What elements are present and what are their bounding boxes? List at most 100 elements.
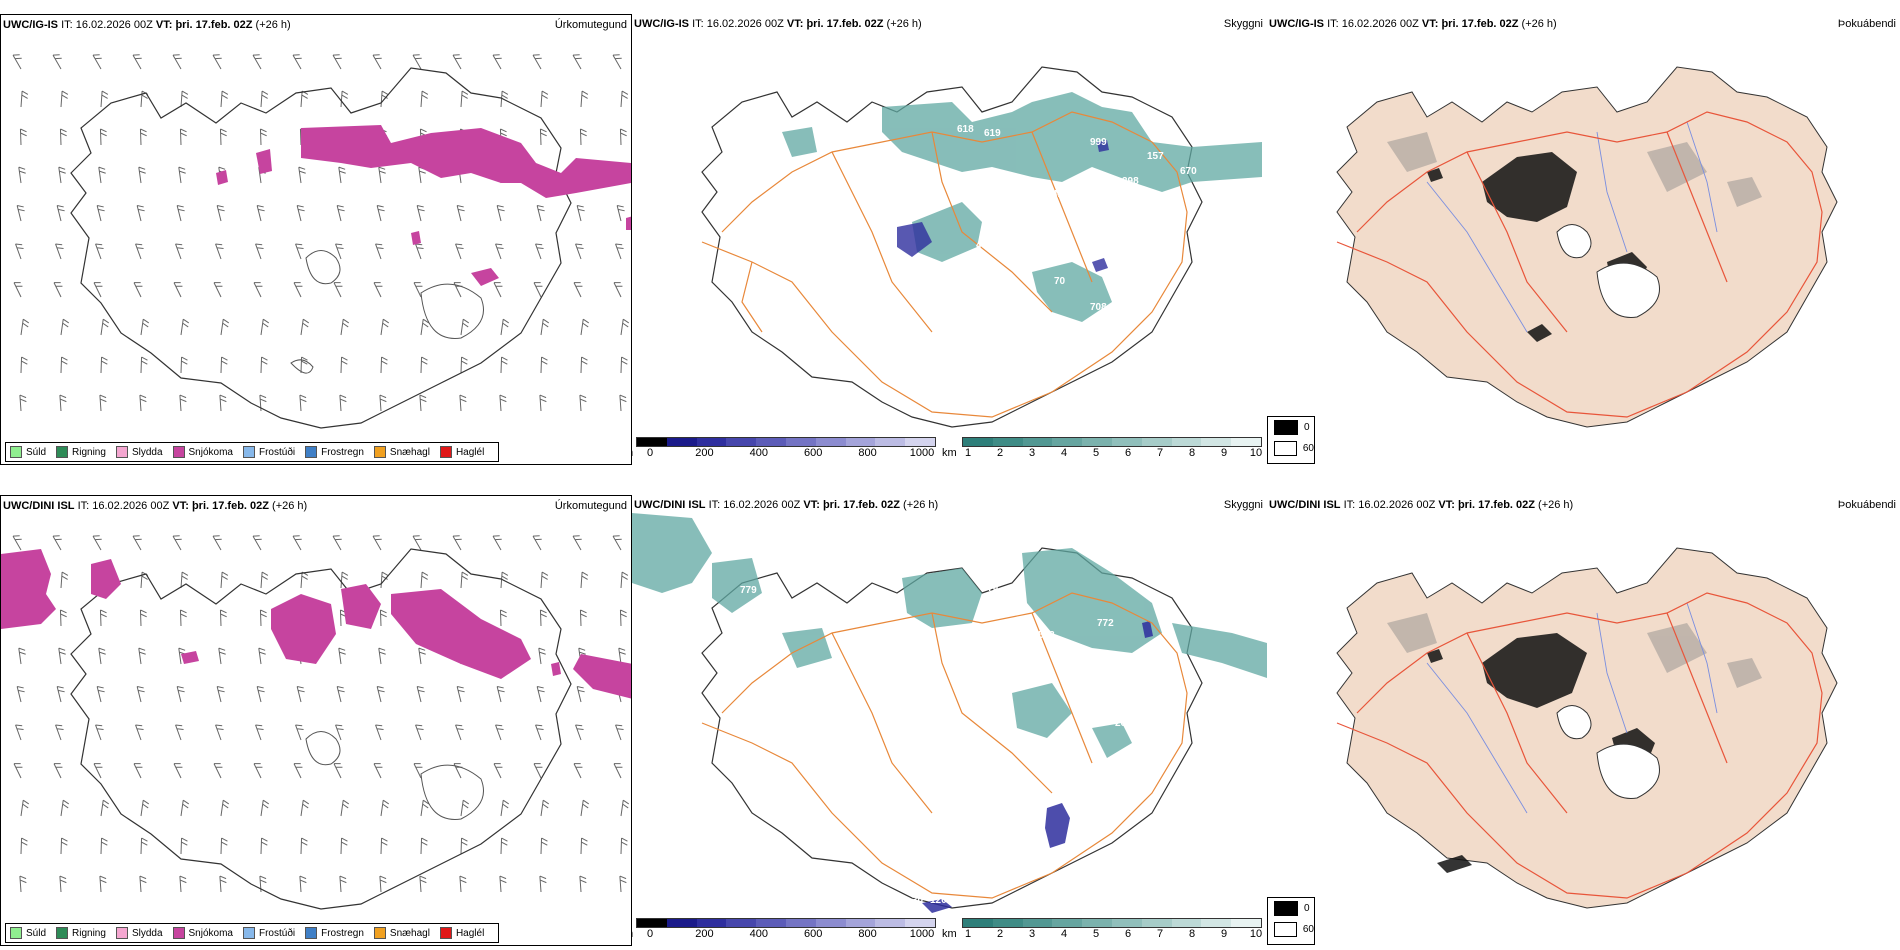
wind-barb	[219, 609, 227, 627]
wind-barb	[56, 685, 65, 703]
wind-barb	[96, 204, 105, 222]
legend-label: Frostregn	[321, 927, 364, 939]
wind-barb	[140, 837, 148, 855]
colorbar-swatch	[1171, 438, 1202, 446]
precip-legend-item: Snæhagl	[373, 927, 430, 939]
colorbar-tick-label: 2	[996, 928, 1004, 940]
wind-barb	[100, 837, 108, 855]
wind-barb	[412, 54, 422, 70]
it-label: IT:	[708, 499, 721, 511]
lead-time: (+26 h)	[903, 499, 939, 511]
wind-barb	[460, 90, 469, 108]
wind-barb	[493, 282, 503, 298]
colorbar-swatch	[1231, 438, 1261, 446]
wind-barb	[372, 54, 382, 70]
wind-barb	[180, 318, 190, 336]
snow-areas	[216, 125, 631, 286]
wind-barb	[460, 318, 470, 336]
wind-barb	[500, 799, 510, 817]
wind-barb	[580, 356, 588, 374]
precip-legend-item: Slydda	[115, 446, 163, 458]
wind-barb	[418, 647, 426, 665]
wind-barb	[98, 647, 106, 665]
fog-legend-label: 60	[1302, 924, 1314, 935]
fog-legend-row: 0	[1268, 898, 1314, 919]
wind-barb	[339, 875, 347, 893]
legend-swatch	[56, 446, 69, 458]
visibility-colorbar-ticks: 1 2 3 4 5 6 7 8 9 10	[962, 447, 1262, 461]
wind-barb	[375, 243, 384, 260]
wind-barb	[260, 799, 270, 817]
wind-barb	[420, 571, 429, 589]
lead-time: (+26 h)	[272, 500, 308, 512]
colorbar-tick-label: 1	[964, 447, 972, 459]
panel-header: UWC/DINI ISL IT: 16.02.2026 00Z VT: þri.…	[1, 498, 631, 514]
colorbar-swatch	[875, 919, 906, 927]
wind-barb	[218, 647, 226, 665]
wind-barb	[255, 724, 264, 741]
colorbar-swatch	[1111, 919, 1142, 927]
wind-barb	[539, 609, 547, 627]
wind-barb	[579, 875, 587, 893]
wind-barb	[60, 837, 68, 855]
wind-barb	[373, 282, 383, 298]
roads	[1336, 592, 1823, 899]
wind-barb	[13, 763, 23, 779]
fog-legend-row: 60	[1268, 438, 1314, 459]
wind-barb	[95, 724, 104, 741]
wind-barb	[20, 318, 30, 336]
colorbar-swatch	[1201, 438, 1232, 446]
wind-barb	[293, 282, 303, 298]
ceiling-colorbar-ticks: 0 200 400 600 800 1000	[636, 928, 936, 942]
snow-areas	[1, 549, 631, 699]
wind-barb	[15, 243, 24, 260]
colorbar-swatch	[1111, 438, 1142, 446]
wind-barb	[380, 799, 390, 817]
wind-barb	[180, 837, 188, 855]
wind-barb	[133, 763, 143, 779]
vt-value: þri. 17.feb. 02Z	[1441, 18, 1519, 30]
fog-legend-swatch	[1274, 420, 1298, 435]
wind-barb	[335, 243, 344, 260]
wind-barb	[60, 90, 69, 108]
wind-barb	[413, 282, 423, 298]
it-label: IT:	[1343, 499, 1356, 511]
fog-map	[1336, 66, 1838, 428]
colorbar-tick-label: 10	[1249, 447, 1263, 459]
wind-barb	[140, 318, 150, 336]
wind-barb	[219, 875, 227, 893]
wind-barb	[620, 318, 630, 336]
wind-barb	[136, 204, 145, 222]
wind-barb	[499, 875, 507, 893]
wind-barb	[180, 356, 188, 374]
wind-barb	[460, 837, 468, 855]
wind-barb	[460, 356, 468, 374]
wind-barb	[213, 282, 223, 298]
wind-barb	[579, 609, 587, 627]
wind-barb	[496, 685, 505, 703]
ceiling-colorbar-swatches	[636, 918, 936, 928]
legend-label: Haglél	[455, 927, 485, 939]
wind-barb	[180, 90, 189, 108]
wind-barb	[459, 875, 467, 893]
wind-barb	[492, 535, 502, 551]
wind-barb	[576, 204, 585, 222]
model-name: UWC/IG-IS	[634, 18, 689, 30]
wind-barb	[99, 128, 107, 146]
wind-barb	[336, 685, 345, 703]
precip-map	[1, 535, 631, 910]
vis-label: 779	[740, 585, 757, 596]
wind-barb	[100, 799, 110, 817]
colorbar-swatch	[1231, 919, 1261, 927]
wind-barb	[172, 54, 182, 70]
model-name: UWC/DINI ISL	[634, 499, 706, 511]
vt-label: VT:	[155, 19, 173, 31]
wind-barb	[413, 763, 423, 779]
visibility-colorbar-swatches	[962, 437, 1262, 447]
wind-barb	[340, 837, 348, 855]
wind-barb	[20, 356, 28, 374]
wind-barb	[332, 54, 342, 70]
wind-barb	[340, 318, 350, 336]
legend-label: Frostregn	[321, 446, 364, 458]
wind-barb	[138, 647, 146, 665]
